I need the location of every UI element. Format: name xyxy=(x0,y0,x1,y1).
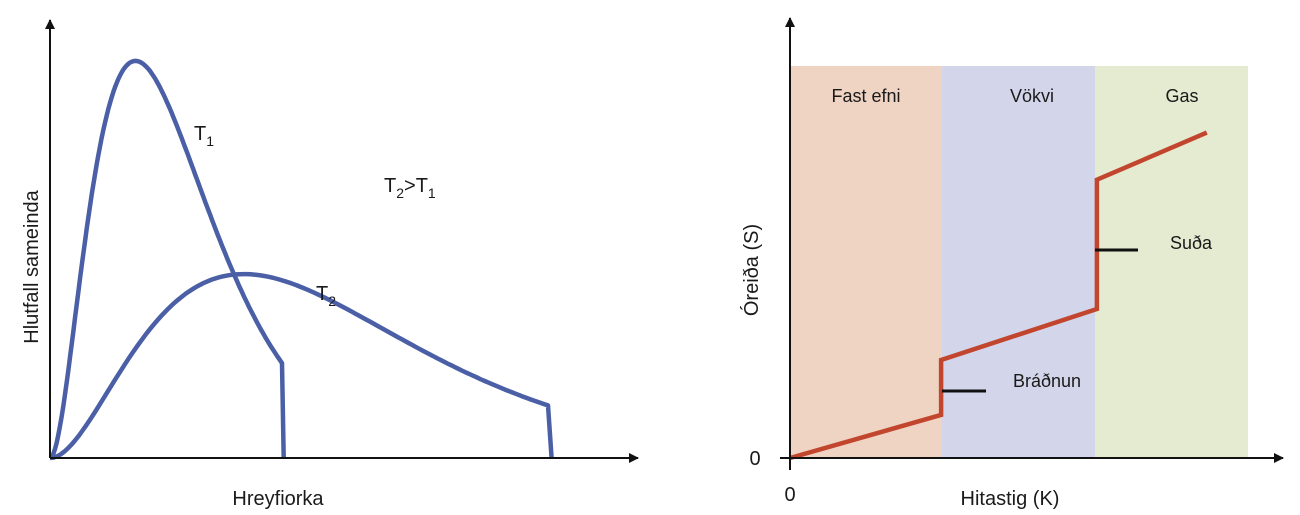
series-label-t1-main: T xyxy=(194,123,206,145)
entropy-line-group xyxy=(789,130,1208,461)
curve-t2 xyxy=(49,271,554,461)
boiling-label: Suða xyxy=(1170,233,1213,253)
curve-t1 xyxy=(48,58,286,460)
region-label-gas: Gas xyxy=(1165,86,1198,106)
right-y-axis-label: Óreiða (S) xyxy=(740,224,763,316)
relation-a: T xyxy=(384,175,396,197)
entropy-line xyxy=(789,130,1208,461)
melting-label: Bráðnun xyxy=(1013,371,1081,391)
series-label-t1-sub: 1 xyxy=(206,133,214,149)
region-label-solid: Fast efni xyxy=(831,86,900,106)
relation-b: T xyxy=(416,175,428,197)
right-chart: Fast efni Vökvi Gas Bráðnun Suða 0 0 Hit… xyxy=(740,17,1284,510)
series-label-t2-sub: 2 xyxy=(328,293,336,309)
series-label-t2-main: T xyxy=(316,283,328,305)
relation-op: > xyxy=(404,175,416,197)
relation-b-sub: 1 xyxy=(428,185,436,201)
series-label-t1: T1 xyxy=(194,123,214,149)
right-y-tick-0: 0 xyxy=(749,448,760,470)
region-label-liquid: Vökvi xyxy=(1010,86,1054,106)
left-curves xyxy=(48,58,554,461)
relation-annotation: T2>T1 xyxy=(384,175,436,201)
relation-a-sub: 2 xyxy=(396,185,404,201)
left-chart: Hreyfiorka Hlutfall sameinda T1 T2 T2>T1 xyxy=(21,19,639,510)
left-x-axis-label: Hreyfiorka xyxy=(232,488,324,510)
left-y-axis-label: Hlutfall sameinda xyxy=(21,189,43,343)
series-label-t2: T2 xyxy=(316,283,336,309)
region-liquid xyxy=(942,66,1095,458)
right-x-tick-0: 0 xyxy=(784,484,795,506)
right-x-axis-label: Hitastig (K) xyxy=(961,488,1060,510)
region-solid xyxy=(790,66,942,458)
region-gas xyxy=(1095,66,1248,458)
